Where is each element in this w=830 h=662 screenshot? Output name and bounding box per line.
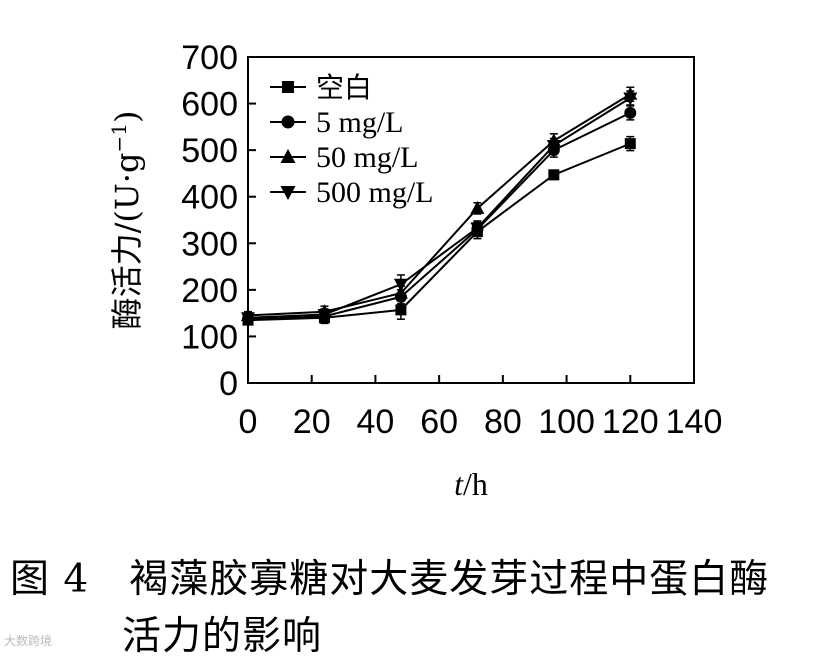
triangle-up-marker	[280, 149, 296, 163]
triangle-down-marker	[623, 92, 638, 106]
legend-label: 500 mg/L	[316, 176, 434, 209]
y-tick-label: 500	[181, 132, 238, 170]
watermark-logo: 大数跨境	[4, 632, 52, 649]
x-tick-label: 0	[239, 403, 258, 441]
y-tick-label: 100	[181, 318, 238, 356]
triangle-down-marker	[546, 139, 561, 153]
circle-marker	[281, 115, 295, 129]
legend-label: 50 mg/L	[316, 141, 419, 174]
series-line	[247, 111, 631, 321]
watermark-text: 大数跨境	[4, 634, 53, 648]
x-tick-label: 80	[484, 403, 522, 441]
y-axis-title-close: )	[108, 111, 146, 123]
triangle-down-marker	[280, 186, 296, 200]
series-layer	[241, 86, 638, 326]
y-tick-label: 600	[181, 86, 238, 124]
figure-caption-line2: 活力的影响	[122, 614, 323, 659]
x-tick-label: 140	[666, 403, 723, 441]
y-tick-label: 300	[181, 225, 238, 263]
triangle-down-marker	[393, 278, 408, 292]
x-axis-title-unit: /h	[463, 466, 488, 502]
x-axis-title: t/h	[454, 466, 488, 502]
x-tick-label: 20	[293, 403, 331, 441]
circle-marker	[624, 106, 637, 119]
x-tick-label: 60	[420, 403, 458, 441]
series-group	[242, 135, 636, 326]
y-tick-label: 400	[181, 179, 238, 217]
y-tick-label: 200	[181, 272, 238, 310]
legend-label: 空白	[316, 71, 372, 104]
triangle-down-marker	[470, 222, 485, 236]
square-marker	[548, 169, 560, 181]
series-line	[247, 93, 631, 317]
triangle-up-marker	[470, 200, 485, 214]
plot-frame	[247, 56, 695, 384]
chart: 0 20 40 60 80 100 120 1400100200300400500600700…	[107, 39, 722, 502]
x-tick-label: 40	[357, 403, 395, 441]
y-axis-title-sup: −1	[107, 123, 131, 152]
y-tick-label: 700	[181, 39, 238, 77]
square-marker	[282, 81, 294, 93]
y-axis-title-main: 酶活力/(U·g	[108, 153, 146, 330]
legend-label: 5 mg/L	[316, 106, 404, 139]
series-group	[242, 105, 637, 326]
y-tick-label: 0	[219, 365, 238, 403]
triangle-down-marker	[317, 309, 332, 323]
series-group	[241, 90, 638, 326]
series-line	[247, 97, 631, 319]
series-line	[247, 142, 631, 322]
x-axis-title-var: t	[454, 466, 464, 502]
x-tick-label: 120	[602, 403, 659, 441]
y-axis-title: 酶活力/(U·g−1)	[107, 111, 146, 330]
square-marker	[624, 138, 636, 150]
figure-caption-line1: 图 4 褐藻胶寡糖对大麦发芽过程中蛋白酶	[10, 557, 770, 602]
triangle-down-marker	[241, 312, 255, 326]
x-tick-label: 100	[538, 403, 595, 441]
square-marker	[395, 304, 407, 316]
